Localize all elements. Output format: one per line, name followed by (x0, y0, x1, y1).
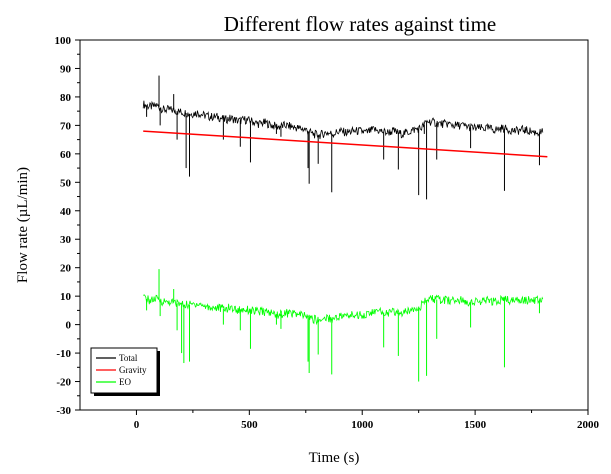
y-tick-label: 60 (60, 149, 72, 161)
legend-label: EO (119, 377, 131, 387)
y-tick-label: 80 (60, 92, 72, 104)
series-line (142, 100, 544, 140)
x-tick-label: 1000 (351, 419, 374, 431)
chart-title: Different flow rates against time (224, 12, 497, 36)
series-total (142, 75, 544, 200)
series-gravity (143, 130, 548, 158)
x-tick-label: 0 (134, 419, 140, 431)
legend-label: Gravity (119, 365, 147, 375)
series-eo (143, 269, 544, 382)
y-tick-label: -10 (56, 348, 71, 360)
y-tick-label: 90 (60, 63, 72, 75)
y-tick-label: 30 (60, 234, 72, 246)
y-tick-label: 100 (55, 35, 72, 47)
legend: Total Gravity EO (90, 347, 160, 396)
x-axis-title: Time (s) (309, 450, 360, 466)
series-line (143, 130, 548, 158)
series-layer (142, 75, 548, 382)
y-tick-label: 10 (60, 291, 72, 303)
y-tick-label: 20 (60, 263, 72, 275)
y-tick-label: 0 (66, 320, 72, 332)
y-tick-label: 70 (60, 120, 72, 132)
y-tick-label: -20 (56, 377, 71, 389)
y-tick-label: -30 (56, 405, 71, 417)
y-axis-title: Flow rate (µL/min) (15, 167, 31, 283)
y-tick-label: 50 (60, 177, 72, 189)
x-tick-label: 1500 (464, 419, 487, 431)
x-tick-label: 2000 (577, 419, 600, 431)
legend-items: Total Gravity EO (96, 353, 147, 387)
series-line (143, 294, 544, 326)
legend-label: Total (119, 353, 138, 363)
y-tick-label: 40 (60, 206, 72, 218)
x-tick-label: 500 (241, 419, 258, 431)
